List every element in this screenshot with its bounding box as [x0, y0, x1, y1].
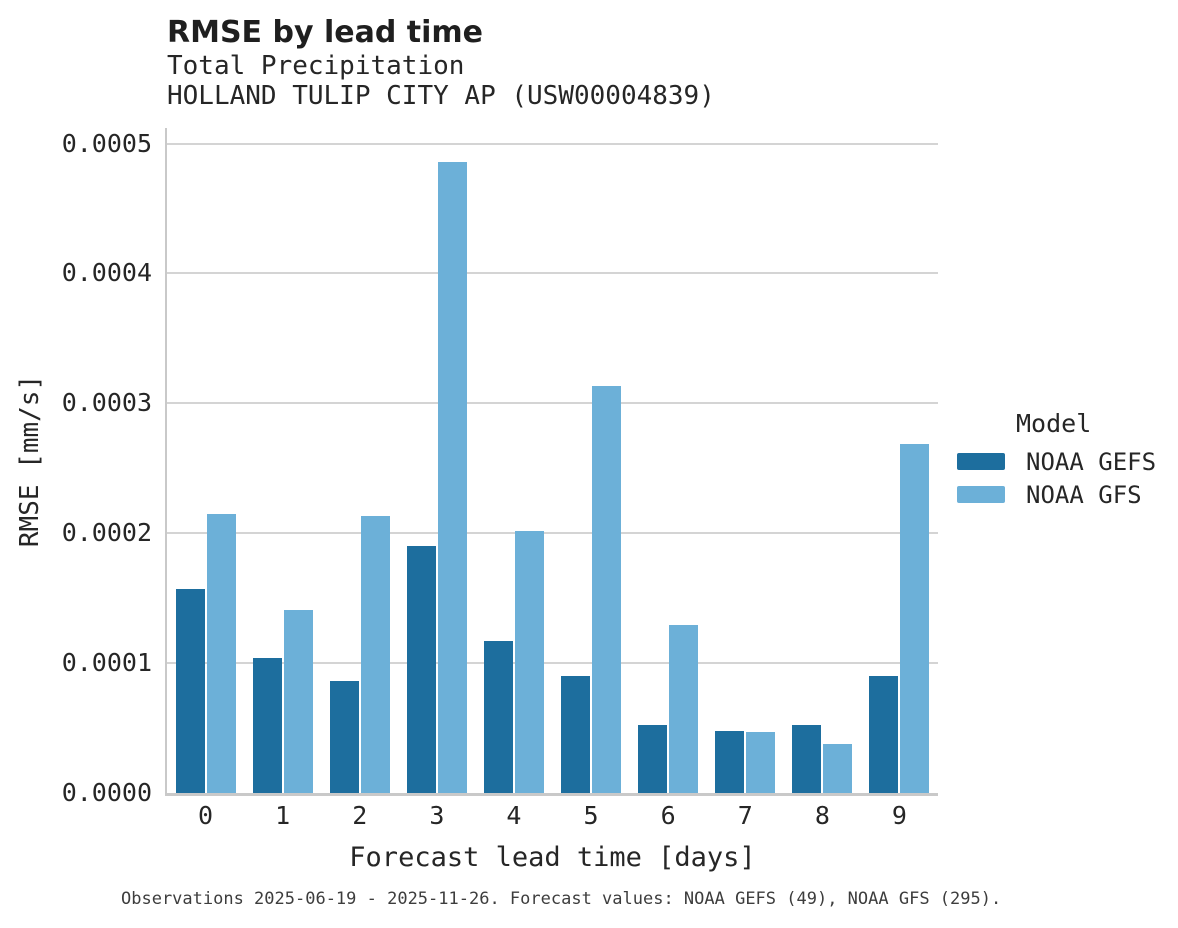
y-tick-0.0000: 0.0000 — [61, 778, 152, 807]
legend-entry-noaa-gefs: NOAA GEFS — [957, 450, 1172, 474]
bar-noaa-gefs-lead-7 — [715, 731, 745, 793]
bar-noaa-gefs-lead-0 — [175, 589, 205, 793]
chart-title: RMSE by lead time — [167, 15, 483, 50]
bar-noaa-gfs-lead-4 — [514, 531, 544, 793]
legend: Model NOAA GEFS NOAA GFS — [957, 410, 1172, 519]
bar-noaa-gfs-lead-5 — [592, 386, 622, 793]
x-tick-2: 2 — [352, 801, 368, 830]
y-axis-tick-labels: 0.0000 0.0001 0.0002 0.0003 0.0004 0.0005 — [0, 128, 152, 807]
gridline-0.0005 — [167, 142, 938, 145]
bar-noaa-gfs-lead-2 — [360, 516, 390, 793]
chart-subtitle-variable: Total Precipitation — [167, 51, 465, 81]
x-tick-9: 9 — [891, 801, 907, 830]
x-tick-6: 6 — [660, 801, 676, 830]
gridline-0.0004 — [167, 272, 938, 275]
bar-noaa-gfs-lead-3 — [437, 162, 467, 793]
bar-noaa-gefs-lead-9 — [869, 676, 899, 793]
legend-label-noaa-gfs: NOAA GFS — [1026, 480, 1142, 509]
gridline-0.0002 — [167, 532, 938, 535]
legend-entry-noaa-gfs: NOAA GFS — [957, 483, 1172, 507]
bar-noaa-gefs-lead-8 — [792, 725, 822, 793]
y-tick-0.0005: 0.0005 — [61, 128, 152, 158]
bar-noaa-gfs-lead-1 — [283, 610, 313, 793]
x-axis-tick-labels: 0 1 2 3 4 5 6 7 8 9 — [167, 801, 938, 833]
legend-swatch-noaa-gefs — [957, 453, 1005, 470]
bar-noaa-gefs-lead-1 — [252, 658, 282, 793]
plot-area — [165, 128, 938, 796]
gridline-0.0003 — [167, 402, 938, 405]
bar-noaa-gefs-lead-2 — [329, 681, 359, 793]
bar-noaa-gfs-lead-9 — [900, 444, 930, 793]
bar-noaa-gfs-lead-0 — [206, 514, 236, 793]
y-tick-0.0001: 0.0001 — [61, 648, 152, 678]
bar-noaa-gfs-lead-7 — [746, 732, 776, 793]
x-tick-7: 7 — [737, 801, 753, 830]
bar-noaa-gefs-lead-3 — [406, 546, 436, 793]
bar-noaa-gefs-lead-6 — [638, 725, 668, 793]
x-tick-3: 3 — [429, 801, 445, 830]
y-tick-0.0003: 0.0003 — [61, 388, 152, 418]
x-tick-5: 5 — [583, 801, 599, 830]
gridline-0.0001 — [167, 662, 938, 665]
x-axis-title: Forecast lead time [days] — [349, 842, 756, 873]
x-tick-4: 4 — [506, 801, 522, 830]
x-tick-1: 1 — [275, 801, 291, 830]
x-tick-0: 0 — [198, 801, 214, 830]
footnote: Observations 2025-06-19 - 2025-11-26. Fo… — [121, 889, 1002, 909]
x-tick-8: 8 — [814, 801, 830, 830]
bar-noaa-gfs-lead-6 — [669, 625, 699, 793]
legend-title: Model — [1016, 409, 1092, 438]
legend-label-noaa-gefs: NOAA GEFS — [1026, 447, 1157, 476]
bar-noaa-gfs-lead-8 — [823, 744, 853, 793]
y-tick-0.0002: 0.0002 — [61, 518, 152, 548]
chart-subtitle-station: HOLLAND TULIP CITY AP (USW00004839) — [167, 81, 715, 111]
legend-swatch-noaa-gfs — [957, 486, 1005, 503]
bar-noaa-gefs-lead-5 — [561, 676, 591, 793]
bar-noaa-gefs-lead-4 — [483, 641, 513, 793]
y-tick-0.0004: 0.0004 — [61, 258, 152, 288]
